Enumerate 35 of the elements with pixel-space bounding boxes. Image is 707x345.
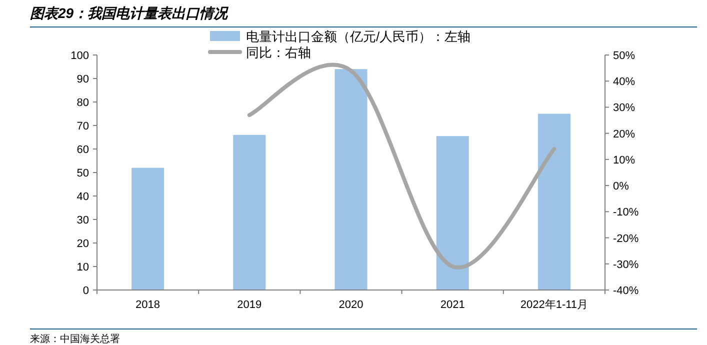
y-tick-label: 30 [76,214,89,226]
y-tick-label: 80 [76,97,89,109]
y2-tick-label: -10% [613,206,639,219]
bar [334,69,368,290]
y-tick-label: 40 [76,191,89,203]
bar [436,136,469,290]
y2-tick-label: 50% [613,50,636,62]
x-tick-label: 2022年1-11月 [520,299,588,311]
chart-title: 图表29：我国电计量表出口情况 [30,5,230,21]
y-tick-label: 10 [76,262,89,274]
y2-tick-label: -20% [613,232,639,245]
bar [233,134,266,290]
x-tick-label: 2021 [440,299,465,311]
y-tick-label: 50 [76,168,89,180]
y-tick-label: 0 [82,285,89,297]
bar [538,114,570,290]
y-tick-label: 90 [76,74,89,86]
x-tick-label: 2019 [237,299,262,311]
bar [132,168,164,290]
x-tick-label: 2018 [136,299,160,311]
legend-label: 同比：右轴 [246,45,311,60]
y2-tick-label: 20% [613,128,636,140]
y2-tick-label: -30% [613,258,639,271]
y2-tick-label: 0% [613,180,630,193]
y2-tick-label: 10% [613,154,636,166]
legend-label: 电量计出口金额（亿元/人民币）：左轴 [246,29,471,44]
y-tick-label: 20 [76,238,89,250]
y2-tick-label: 30% [613,102,636,114]
source-note: 来源：中国海关总署 [30,333,120,345]
y-tick-label: 60 [76,144,89,156]
y2-tick-label: -40% [613,285,639,297]
y-tick-label: 100 [70,50,89,62]
y-tick-label: 70 [76,120,89,132]
y2-tick-label: 40% [613,76,636,88]
x-tick-label: 2020 [338,299,364,311]
